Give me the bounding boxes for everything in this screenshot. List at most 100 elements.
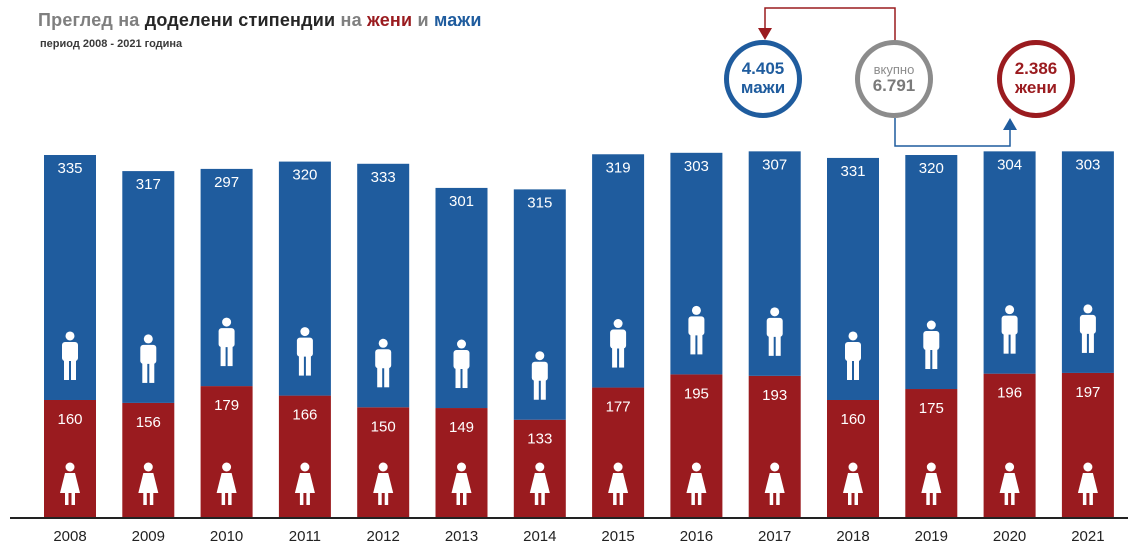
man-icon <box>296 327 313 376</box>
label-women-2015: 177 <box>606 399 631 416</box>
bar-men-2008 <box>44 155 96 400</box>
woman-icon <box>843 462 863 505</box>
arrow-to-women <box>1003 118 1017 130</box>
label-men-2015: 319 <box>606 159 631 176</box>
man-icon <box>923 320 940 370</box>
woman-icon <box>216 462 237 505</box>
men-total-value: 4.405 <box>741 59 785 79</box>
label-men-2014: 315 <box>527 194 552 211</box>
x-tick-2014: 2014 <box>523 528 556 545</box>
label-men-2009: 317 <box>136 176 161 193</box>
man-icon <box>453 339 470 389</box>
arrow-to-men <box>758 28 772 40</box>
x-tick-2021: 2021 <box>1071 528 1104 545</box>
title-men: мажи <box>433 10 482 30</box>
bar-men-2018 <box>827 157 879 400</box>
chart-title: Преглед на доделени стипендии на жени и … <box>38 10 482 31</box>
bar-women-2016 <box>670 374 723 517</box>
woman-icon <box>60 462 80 505</box>
x-tick-2011: 2011 <box>289 528 321 545</box>
man-icon <box>1001 305 1018 354</box>
bar-men-2013 <box>435 187 488 409</box>
title-middle: на <box>335 10 367 30</box>
woman-icon <box>921 462 942 505</box>
woman-icon <box>608 462 629 505</box>
label-women-2017: 193 <box>762 387 787 404</box>
label-women-2016: 195 <box>684 385 709 402</box>
label-women-2012: 150 <box>371 418 396 435</box>
summary-connectors <box>758 7 1017 147</box>
bar-men-2011 <box>278 161 331 396</box>
man-icon <box>140 334 157 383</box>
chart-subtitle: период 2008 - 2021 година <box>40 38 183 50</box>
bar-men-2015 <box>592 154 645 388</box>
x-tick-2017: 2017 <box>758 528 791 545</box>
x-tick-2019: 2019 <box>915 528 948 545</box>
label-women-2010: 179 <box>214 397 239 414</box>
woman-icon <box>294 462 315 505</box>
label-women-2014: 133 <box>527 431 552 448</box>
x-tick-2018: 2018 <box>836 528 869 545</box>
man-icon <box>845 331 861 380</box>
x-tick-2010: 2010 <box>210 528 243 545</box>
label-men-2010: 297 <box>214 174 239 191</box>
x-tick-2015: 2015 <box>601 528 634 545</box>
woman-icon <box>1077 462 1098 505</box>
woman-icon <box>529 462 550 505</box>
bar-women-2008 <box>44 399 96 517</box>
label-men-2011: 320 <box>292 167 317 184</box>
bar-men-2016 <box>670 152 723 375</box>
bar-women-2018 <box>827 399 879 517</box>
bar-men-2010 <box>200 168 253 387</box>
man-icon <box>688 305 705 355</box>
man-icon <box>218 317 235 367</box>
label-women-2019: 175 <box>919 400 944 417</box>
label-men-2021: 303 <box>1075 156 1100 173</box>
label-men-2012: 333 <box>371 169 396 186</box>
women-total-value: 2.386 <box>1014 59 1058 79</box>
bar-men-2012 <box>357 163 410 408</box>
label-men-2013: 301 <box>449 193 474 210</box>
bar-women-2015 <box>592 387 645 517</box>
bar-women-2012 <box>357 407 410 517</box>
label-men-2008: 335 <box>57 160 82 177</box>
overall-total-value: 6.791 <box>872 75 916 95</box>
man-icon <box>610 319 627 368</box>
label-women-2009: 156 <box>136 414 161 431</box>
bar-men-2019 <box>905 155 958 390</box>
woman-icon <box>764 462 785 505</box>
bar-women-2010 <box>200 386 253 517</box>
overall-total-label: вкупно <box>873 61 915 77</box>
woman-icon <box>451 462 472 505</box>
men-total-circle: 4.405 мажи <box>724 40 802 118</box>
man-icon <box>531 351 548 400</box>
label-women-2020: 196 <box>997 385 1022 402</box>
x-tick-2008: 2008 <box>53 528 86 545</box>
title-women: жени <box>366 10 413 30</box>
bar-women-2009 <box>122 402 175 517</box>
bar-women-2011 <box>278 395 331 517</box>
label-women-2021: 197 <box>1075 384 1100 401</box>
title-and: и <box>412 10 434 30</box>
label-women-2013: 149 <box>449 419 474 436</box>
man-icon <box>62 331 78 380</box>
man-icon <box>766 307 783 356</box>
bar-men-2021 <box>1061 151 1114 373</box>
men-total-label: мажи <box>740 78 786 97</box>
woman-icon <box>686 462 707 505</box>
title-prefix: Преглед на <box>38 10 145 30</box>
x-tick-2016: 2016 <box>680 528 713 545</box>
bar-women-2020 <box>983 373 1036 517</box>
label-men-2016: 303 <box>684 158 709 175</box>
x-tick-2020: 2020 <box>993 528 1026 545</box>
label-women-2008: 160 <box>57 411 82 428</box>
connector-to-men <box>764 7 896 42</box>
man-icon <box>1079 304 1096 353</box>
bar-women-2017 <box>748 375 801 517</box>
bar-women-2019 <box>905 389 958 517</box>
overall-total-circle: вкупно 6.791 <box>855 40 933 118</box>
label-men-2019: 320 <box>919 160 944 177</box>
x-tick-2012: 2012 <box>367 528 400 545</box>
title-bold: доделени стипендии <box>144 10 336 30</box>
